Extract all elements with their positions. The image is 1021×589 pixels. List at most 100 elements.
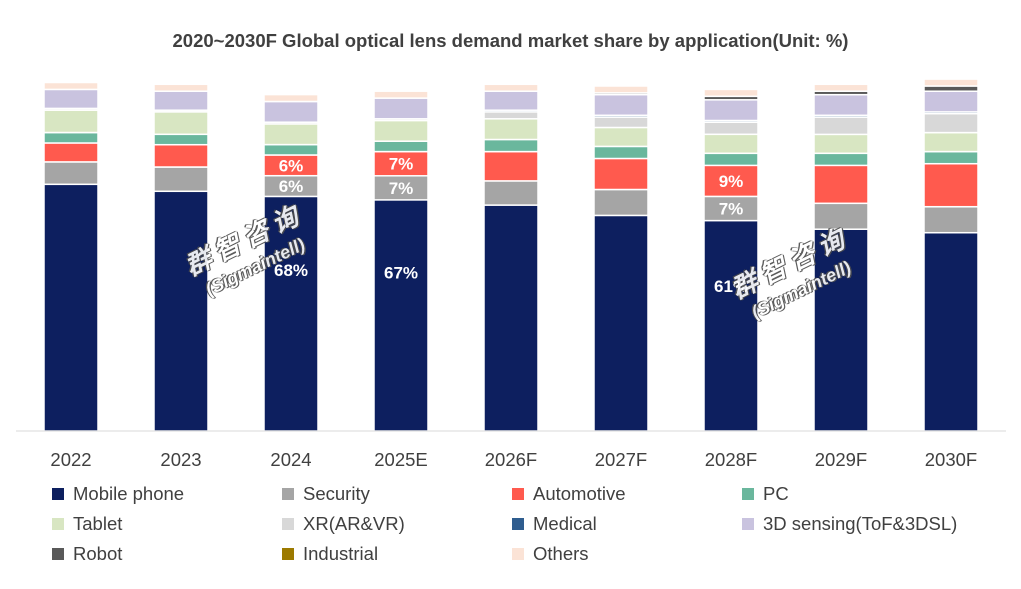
legend-swatch (512, 487, 524, 500)
bar-segment-pc-2028f[interactable] (703, 152, 759, 167)
bar-segment-others-2024[interactable] (263, 93, 319, 103)
bar-segment-xr-ar-vr--2028f[interactable] (703, 121, 759, 136)
legend-swatch (512, 547, 524, 560)
bar-segment-security-2027f[interactable] (593, 188, 649, 217)
bar-segment-pc-2025e[interactable] (373, 140, 429, 153)
bar-segment-tablet-2028f[interactable] (703, 133, 759, 155)
legend-swatch (742, 487, 754, 500)
bar-segment-pc-2022[interactable] (43, 131, 99, 144)
bar-segment-tablet-2022[interactable] (43, 109, 99, 134)
bar-segment-mobile-phone-2024[interactable] (263, 195, 319, 432)
bar-segment-mobile-phone-2026f[interactable] (483, 204, 539, 432)
bar-segment-others-2029f[interactable] (813, 83, 869, 92)
bar-segment-3d-sensing-tof-3dsl--2030f[interactable] (923, 90, 979, 113)
bar-segment-security-2026f[interactable] (483, 180, 539, 206)
bar-segment-3d-sensing-tof-3dsl--2029f[interactable] (813, 93, 869, 117)
bar-segment-others-2027f[interactable] (593, 85, 649, 94)
bar-segment-others-2023[interactable] (153, 83, 209, 92)
bar-segment-security-2023[interactable] (153, 166, 209, 193)
legend-item[interactable]: Mobile phone (52, 482, 282, 505)
legend-item[interactable]: Automotive (512, 482, 742, 505)
data-label: 7% (389, 179, 414, 198)
bar-segment-xr-ar-vr--2027f[interactable] (593, 116, 649, 129)
bar-segment-automotive-2023[interactable] (153, 143, 209, 168)
bar-segment-3d-sensing-tof-3dsl--2026f[interactable] (483, 90, 539, 111)
bar-segment-security-2022[interactable] (43, 161, 99, 186)
bar-segment-security-2029f[interactable] (813, 202, 869, 230)
legend-swatch (52, 547, 64, 560)
bar-segment-3d-sensing-tof-3dsl--2024[interactable] (263, 100, 319, 123)
legend: Mobile phone Security Automotive PC Tabl… (52, 482, 1012, 565)
bar-area: 68% 6% 6% 67% 7% 7% 61% 7% 9% (43, 78, 979, 432)
bar-segment-pc-2030f[interactable] (923, 150, 979, 165)
bar-segment-tablet-2030f[interactable] (923, 131, 979, 153)
legend-label: Automotive (533, 482, 626, 504)
bar-segment-mobile-phone-2030f[interactable] (923, 231, 979, 432)
bar-segment-others-2028f[interactable] (703, 88, 759, 98)
legend-item[interactable]: Tablet (52, 512, 282, 535)
bar-segment-security-2028f[interactable] (703, 195, 759, 222)
bar-segment-3d-sensing-tof-3dsl--2022[interactable] (43, 88, 99, 110)
legend-label: 3D sensing(ToF&3DSL) (763, 512, 958, 534)
bar-segment-pc-2024[interactable] (263, 143, 319, 156)
bar-segment-security-2030f[interactable] (923, 206, 979, 234)
legend-label: Medical (533, 512, 597, 534)
bar-segment-automotive-2029f[interactable] (813, 164, 869, 205)
bar-segment-tablet-2025e[interactable] (373, 119, 429, 142)
bar-segment-security-2025e[interactable] (373, 174, 429, 201)
data-label: 6% (279, 156, 304, 175)
bar-segment-pc-2027f[interactable] (593, 145, 649, 160)
bar-segment-pc-2029f[interactable] (813, 152, 869, 167)
bar-segment-3d-sensing-tof-3dsl--2027f[interactable] (593, 93, 649, 117)
bar-segment-3d-sensing-tof-3dsl--2023[interactable] (153, 90, 209, 111)
bar-segment-tablet-2027f[interactable] (593, 126, 649, 148)
bar-segment-xr-ar-vr--2030f[interactable] (923, 112, 979, 134)
legend-item[interactable]: Security (282, 482, 512, 505)
legend-swatch (52, 487, 64, 500)
bar-segment-tablet-2023[interactable] (153, 111, 209, 136)
legend-item[interactable]: Others (512, 542, 742, 565)
bar-segment-others-2030f[interactable] (923, 78, 979, 87)
data-label: 7% (389, 155, 414, 174)
bar-segment-xr-ar-vr--2029f[interactable] (813, 116, 869, 136)
bar-segment-automotive-2026f[interactable] (483, 150, 539, 182)
data-label: 67% (384, 263, 418, 282)
data-label: 9% (719, 172, 744, 191)
bar-segment-mobile-phone-2023[interactable] (153, 190, 209, 432)
legend-item[interactable]: 3D sensing(ToF&3DSL) (742, 512, 1012, 535)
legend-item[interactable]: Industrial (282, 542, 512, 565)
bar-segment-automotive-2025e[interactable] (373, 150, 429, 177)
bar-segment-pc-2026f[interactable] (483, 138, 539, 153)
bar-segment-robot-2030f[interactable] (923, 85, 979, 92)
legend-item[interactable]: Robot (52, 542, 282, 565)
bar-segment-tablet-2026f[interactable] (483, 118, 539, 141)
bar-segment-xr-ar-vr--2026f[interactable] (483, 111, 539, 120)
bar-segment-automotive-2027f[interactable] (593, 157, 649, 191)
legend-item[interactable]: PC (742, 482, 1012, 505)
bar-segment-mobile-phone-2027f[interactable] (593, 214, 649, 432)
legend-item[interactable]: Medical (512, 512, 742, 535)
legend-swatch (282, 487, 294, 500)
legend-swatch (282, 547, 294, 560)
legend-label: Industrial (303, 542, 379, 564)
chart-title: 2020~2030F Global optical lens demand ma… (172, 30, 849, 51)
bar-segment-mobile-phone-2025e[interactable] (373, 199, 429, 432)
bar-segment-3d-sensing-tof-3dsl--2025e[interactable] (373, 97, 429, 120)
bar-segment-automotive-2028f[interactable] (703, 164, 759, 198)
bar-segment-automotive-2030f[interactable] (923, 162, 979, 208)
legend-label: XR(AR&VR) (303, 512, 405, 534)
bar-segment-tablet-2024[interactable] (263, 123, 319, 146)
x-tick-label: 2027F (595, 449, 647, 470)
x-tick-label: 2028F (705, 449, 757, 470)
stacked-bar-chart: 68%6%6%67%7%7%61%7%9% 2022 2023 2024 2025E 2… (16, 78, 1006, 470)
bar-segment-mobile-phone-2022[interactable] (43, 183, 99, 432)
bar-segment-pc-2023[interactable] (153, 133, 209, 146)
bar-segment-others-2025e[interactable] (373, 90, 429, 99)
data-label: 68% (274, 261, 308, 280)
bar-segment-others-2022[interactable] (43, 81, 99, 91)
bar-segment-tablet-2029f[interactable] (813, 133, 869, 155)
bar-segment-automotive-2022[interactable] (43, 142, 99, 163)
bar-segment-3d-sensing-tof-3dsl--2028f[interactable] (703, 99, 759, 122)
legend-item[interactable]: XR(AR&VR) (282, 512, 512, 535)
bar-segment-others-2026f[interactable] (483, 83, 539, 92)
